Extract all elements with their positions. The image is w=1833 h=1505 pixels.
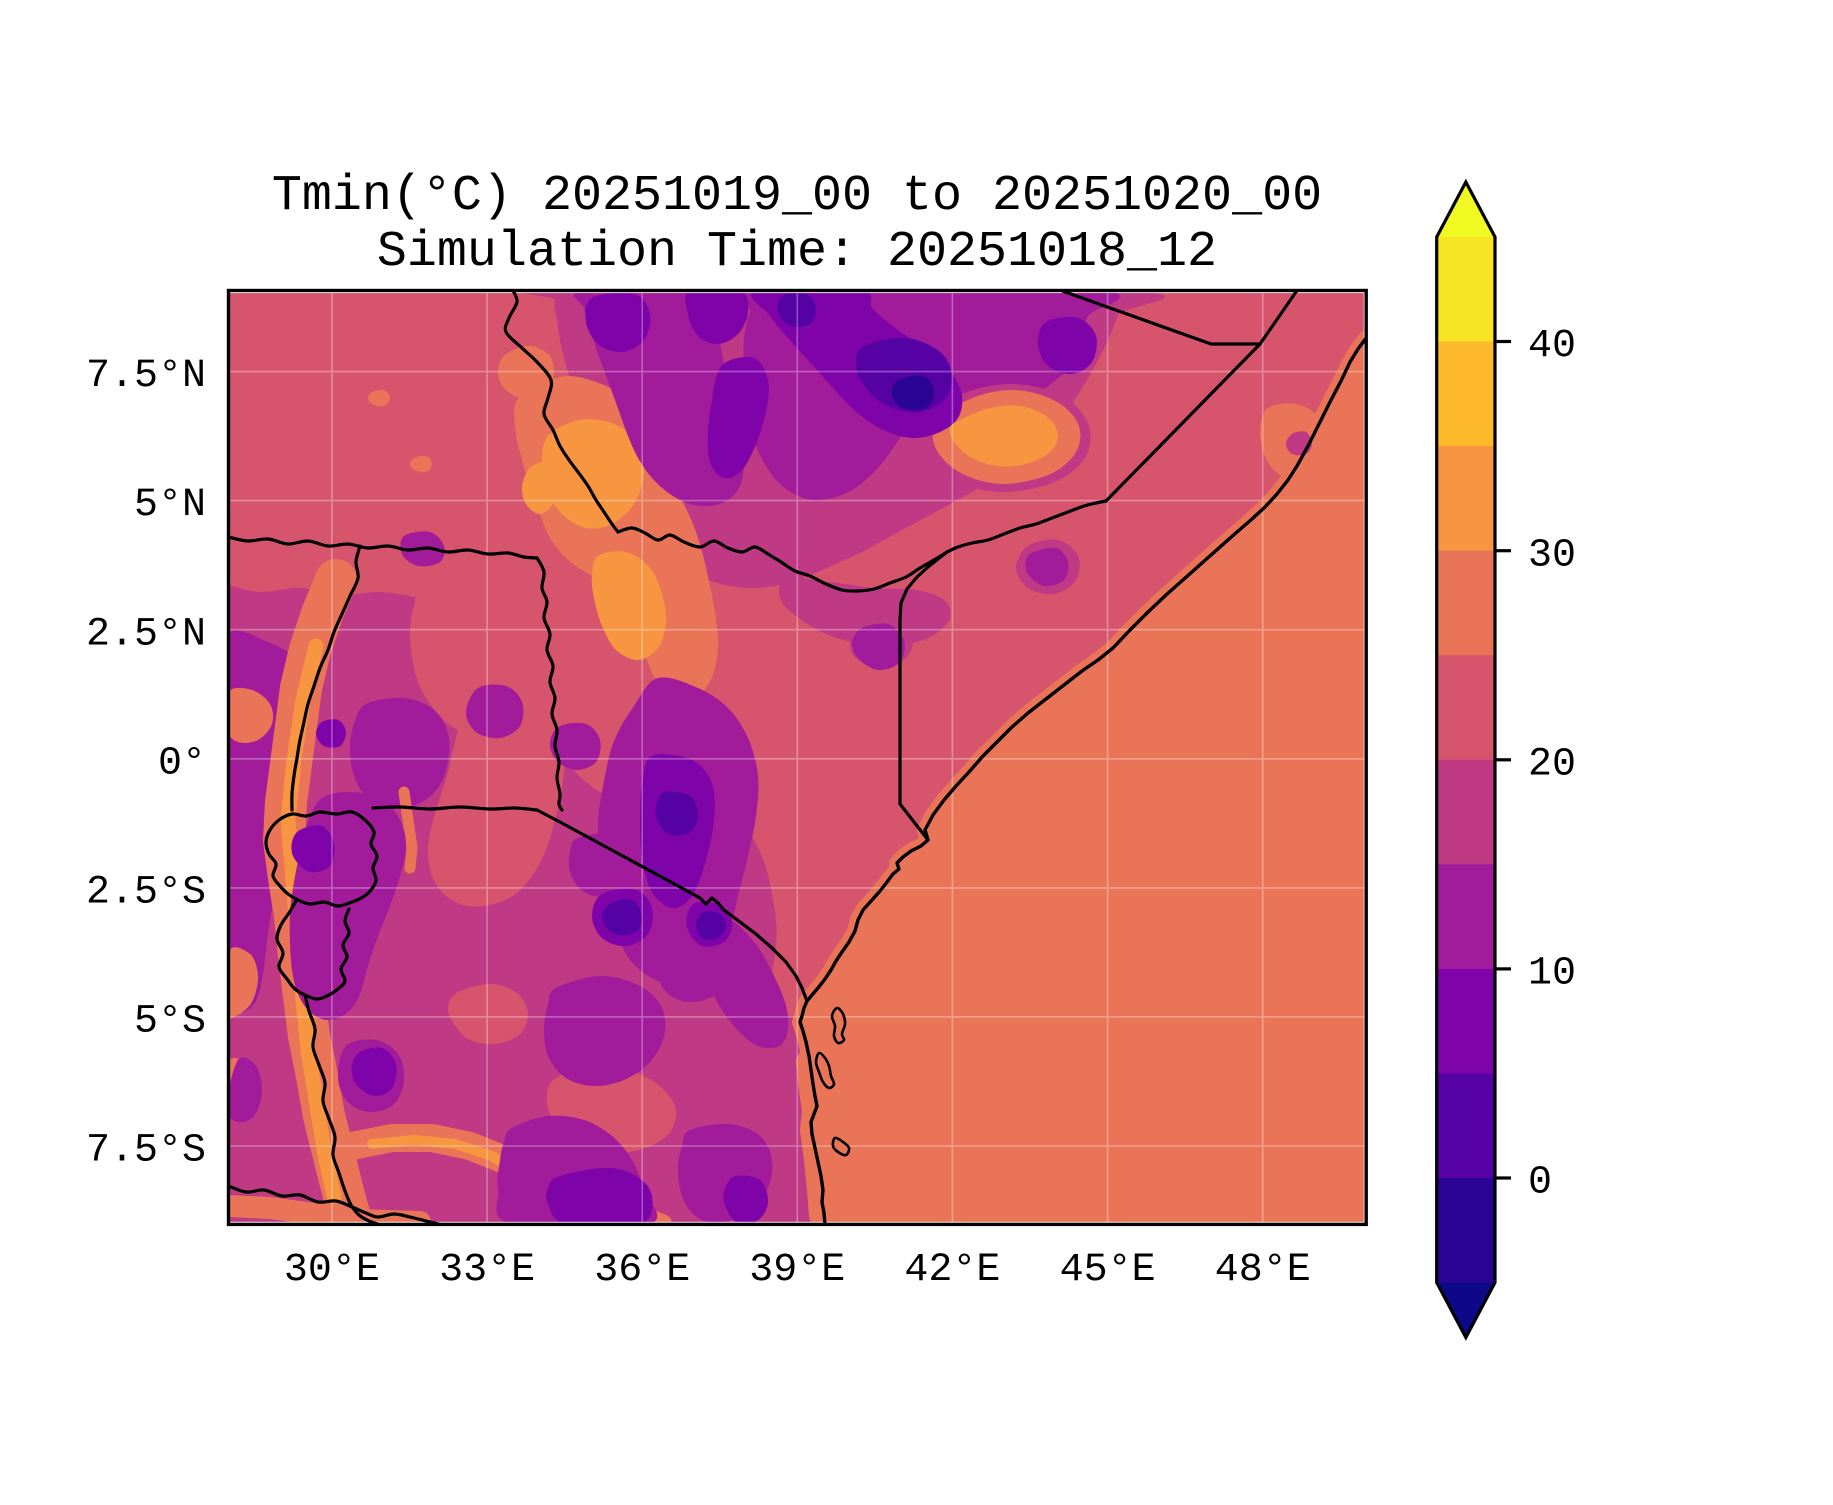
- svg-text:10: 10: [1528, 952, 1576, 997]
- svg-text:40: 40: [1528, 324, 1576, 369]
- svg-text:42°E: 42°E: [904, 1248, 1000, 1293]
- svg-text:7.5°N: 7.5°N: [86, 354, 206, 399]
- svg-text:5°S: 5°S: [134, 1000, 206, 1045]
- svg-text:30°E: 30°E: [284, 1248, 380, 1293]
- svg-text:2.5°S: 2.5°S: [86, 871, 206, 916]
- svg-text:Simulation Time: 20251018_12: Simulation Time: 20251018_12: [377, 224, 1217, 281]
- svg-text:20: 20: [1528, 742, 1576, 787]
- svg-text:39°E: 39°E: [749, 1248, 845, 1293]
- svg-text:36°E: 36°E: [594, 1248, 690, 1293]
- svg-text:5°N: 5°N: [134, 483, 206, 528]
- svg-text:Tmin(°C) 20251019_00 to 202510: Tmin(°C) 20251019_00 to 20251020_00: [272, 168, 1322, 225]
- svg-text:45°E: 45°E: [1060, 1248, 1156, 1293]
- svg-text:48°E: 48°E: [1215, 1248, 1311, 1293]
- svg-text:2.5°N: 2.5°N: [86, 612, 206, 657]
- svg-text:33°E: 33°E: [439, 1248, 535, 1293]
- svg-text:30: 30: [1528, 533, 1576, 578]
- svg-text:0: 0: [1528, 1161, 1552, 1206]
- svg-text:7.5°S: 7.5°S: [86, 1129, 206, 1174]
- svg-text:0°: 0°: [158, 741, 206, 786]
